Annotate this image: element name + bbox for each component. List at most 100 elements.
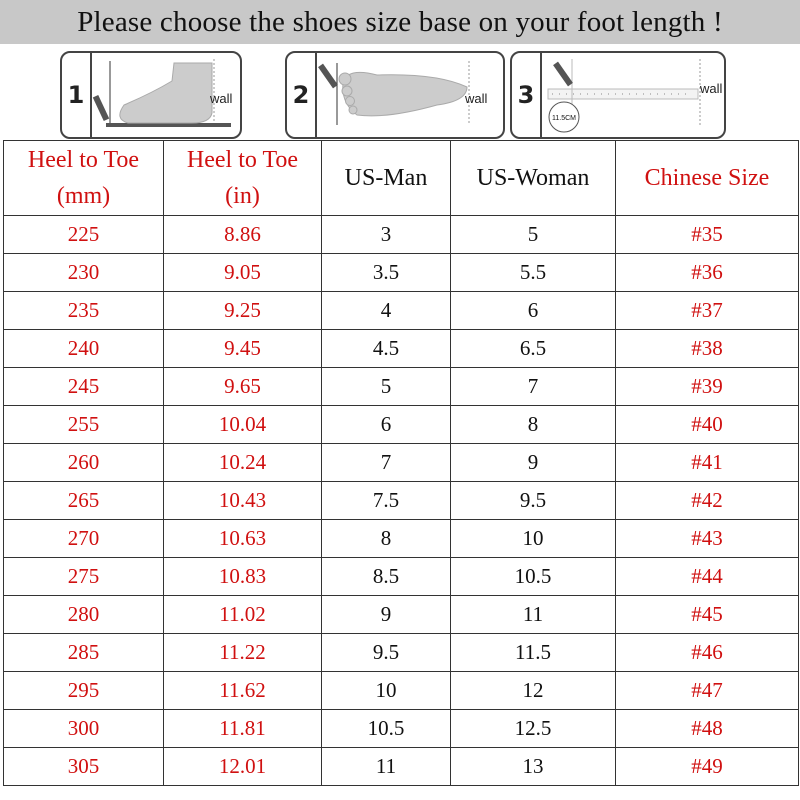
cell-us-woman: 11.5 [450,633,616,672]
header-heel-to-toe-mm: Heel to Toe (mm) [3,140,164,216]
table-row: 260 10.24 7 9 #41 [3,443,799,482]
header-heel-to-toe-in: Heel to Toe (in) [163,140,322,216]
cell-us-man: 6 [321,405,451,444]
header-line: US-Woman [476,165,590,191]
cell-heel-to-toe-mm: 255 [3,405,164,444]
foot-side-illustration-icon: wall [92,59,233,127]
cell-chinese-size: #49 [615,747,799,786]
cell-heel-to-toe-in: 10.43 [163,481,322,520]
table-row: 240 9.45 4.5 6.5 #38 [3,329,799,368]
cell-us-man: 4.5 [321,329,451,368]
cell-heel-to-toe-mm: 225 [3,215,164,254]
header-line: US-Man [344,165,428,191]
cell-heel-to-toe-mm: 245 [3,367,164,406]
cell-us-woman: 6.5 [450,329,616,368]
table-row: 265 10.43 7.5 9.5 #42 [3,481,799,520]
cell-us-woman: 11 [450,595,616,634]
cell-heel-to-toe-mm: 305 [3,747,164,786]
cell-heel-to-toe-mm: 275 [3,557,164,596]
table-row: 280 11.02 9 11 #45 [3,595,799,634]
cell-chinese-size: #41 [615,443,799,482]
table-row: 285 11.22 9.5 11.5 #46 [3,633,799,672]
cell-heel-to-toe-in: 9.25 [163,291,322,330]
cell-heel-to-toe-mm: 230 [3,253,164,292]
cell-chinese-size: #42 [615,481,799,520]
cell-chinese-size: #45 [615,595,799,634]
table-row: 300 11.81 10.5 12.5 #48 [3,709,799,748]
ruler-illustration-icon: 11.5CM wall [547,59,722,133]
cell-heel-to-toe-in: 8.86 [163,215,322,254]
cell-us-woman: 12.5 [450,709,616,748]
cell-us-woman: 10 [450,519,616,558]
size-chart-table: Heel to Toe (mm) Heel to Toe (in) US-Man US-W… [3,140,799,786]
step-2: 2 wall [285,51,505,139]
header-row: Heel to Toe (mm) Heel to Toe (in) US-Man US-W… [3,140,799,216]
cell-chinese-size: #47 [615,671,799,710]
cell-us-woman: 8 [450,405,616,444]
cell-heel-to-toe-in: 11.81 [163,709,322,748]
cell-heel-to-toe-mm: 270 [3,519,164,558]
table-row: 225 8.86 3 5 #35 [3,215,799,254]
cell-us-man: 8 [321,519,451,558]
cell-us-woman: 13 [450,747,616,786]
table-row: 245 9.65 5 7 #39 [3,367,799,406]
table-row: 295 11.62 10 12 #47 [3,671,799,710]
cell-us-man: 7.5 [321,481,451,520]
cell-heel-to-toe-mm: 295 [3,671,164,710]
cell-heel-to-toe-in: 10.83 [163,557,322,596]
cell-us-man: 3.5 [321,253,451,292]
cell-heel-to-toe-mm: 300 [3,709,164,748]
wall-label: wall [699,81,722,96]
cell-chinese-size: #40 [615,405,799,444]
cell-heel-to-toe-in: 10.63 [163,519,322,558]
page-title: Please choose the shoes size base on you… [0,0,800,44]
cell-us-woman: 6 [450,291,616,330]
cell-chinese-size: #48 [615,709,799,748]
foot-top-illustration-icon: wall [318,61,488,125]
header-line: (in) [225,183,260,209]
header-line: Chinese Size [644,165,770,191]
table-row: 305 12.01 11 13 #49 [3,747,799,786]
cell-us-woman: 5 [450,215,616,254]
cell-heel-to-toe-in: 11.02 [163,595,322,634]
header-line: Heel to Toe [27,147,140,173]
wall-label: wall [209,91,233,106]
table-row: 270 10.63 8 10 #43 [3,519,799,558]
cell-heel-to-toe-in: 10.24 [163,443,322,482]
cell-chinese-size: #38 [615,329,799,368]
cell-heel-to-toe-in: 9.05 [163,253,322,292]
cell-heel-to-toe-mm: 235 [3,291,164,330]
cell-us-woman: 10.5 [450,557,616,596]
cell-chinese-size: #44 [615,557,799,596]
header-line: (mm) [56,183,111,209]
cell-us-woman: 5.5 [450,253,616,292]
measurement-badge: 11.5CM [552,115,576,122]
cell-heel-to-toe-in: 11.22 [163,633,322,672]
cell-chinese-size: #43 [615,519,799,558]
cell-heel-to-toe-mm: 280 [3,595,164,634]
cell-us-woman: 9.5 [450,481,616,520]
step-number: 2 [287,53,317,137]
cell-us-woman: 9 [450,443,616,482]
cell-heel-to-toe-in: 11.62 [163,671,322,710]
cell-chinese-size: #39 [615,367,799,406]
step-1: 1 wall [60,51,242,139]
cell-chinese-size: #35 [615,215,799,254]
step-number: 3 [512,53,542,137]
cell-heel-to-toe-mm: 265 [3,481,164,520]
table-row: 235 9.25 4 6 #37 [3,291,799,330]
cell-us-man: 11 [321,747,451,786]
cell-us-man: 10.5 [321,709,451,748]
cell-chinese-size: #37 [615,291,799,330]
step-3: 3 11.5CM wall [510,51,726,139]
measuring-steps: 1 wall 2 wall 3 11 [60,51,740,139]
cell-heel-to-toe-mm: 260 [3,443,164,482]
cell-heel-to-toe-in: 9.65 [163,367,322,406]
cell-us-man: 9 [321,595,451,634]
cell-chinese-size: #46 [615,633,799,672]
cell-us-man: 10 [321,671,451,710]
cell-us-man: 9.5 [321,633,451,672]
table-row: 255 10.04 6 8 #40 [3,405,799,444]
step-number: 1 [62,53,92,137]
cell-heel-to-toe-in: 10.04 [163,405,322,444]
